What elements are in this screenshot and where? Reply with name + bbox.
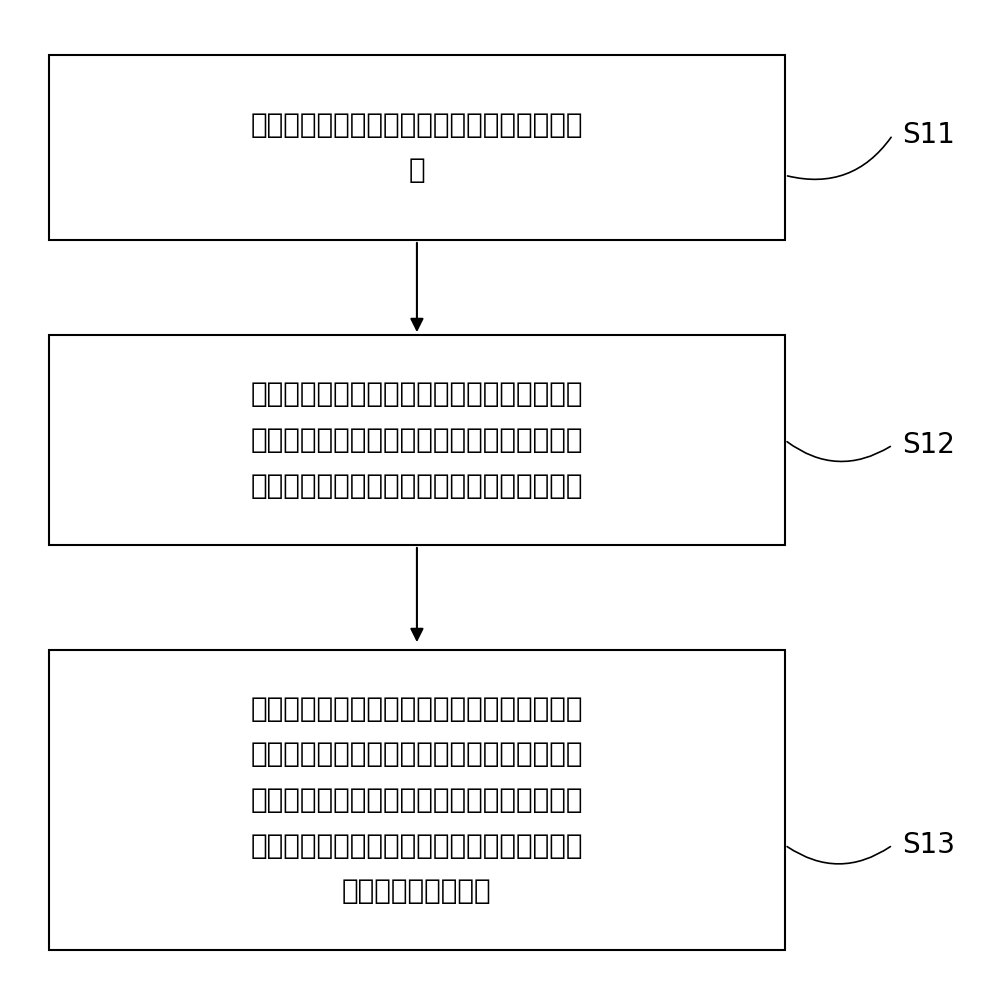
- Text: S11: S11: [903, 121, 955, 149]
- FancyBboxPatch shape: [49, 335, 785, 545]
- Text: 获取所述第一散斑图像和第二散斑图像中位置
相应的对应点，并标定所述第一图像获取装置
和第二图像获取装置分别相应的成像模型参数: 获取所述第一散斑图像和第二散斑图像中位置 相应的对应点，并标定所述第一图像获取装…: [251, 380, 583, 500]
- Text: S13: S13: [903, 831, 955, 859]
- FancyBboxPatch shape: [49, 650, 785, 950]
- Text: 根据所述对应点分别在所述第一散斑图像和第
二散斑图像中的图像坐标和所述成像模型参数
，计算所述对应点的三维空间坐标，并根据不
同所述对应点的三维空间坐标获取所述: 根据所述对应点分别在所述第一散斑图像和第 二散斑图像中的图像坐标和所述成像模型参…: [251, 695, 583, 905]
- Text: 通过采集设备采集第一散斑图像和第二散斑图
像: 通过采集设备采集第一散斑图像和第二散斑图 像: [251, 111, 583, 184]
- Text: S12: S12: [903, 431, 955, 459]
- FancyBboxPatch shape: [49, 55, 785, 240]
